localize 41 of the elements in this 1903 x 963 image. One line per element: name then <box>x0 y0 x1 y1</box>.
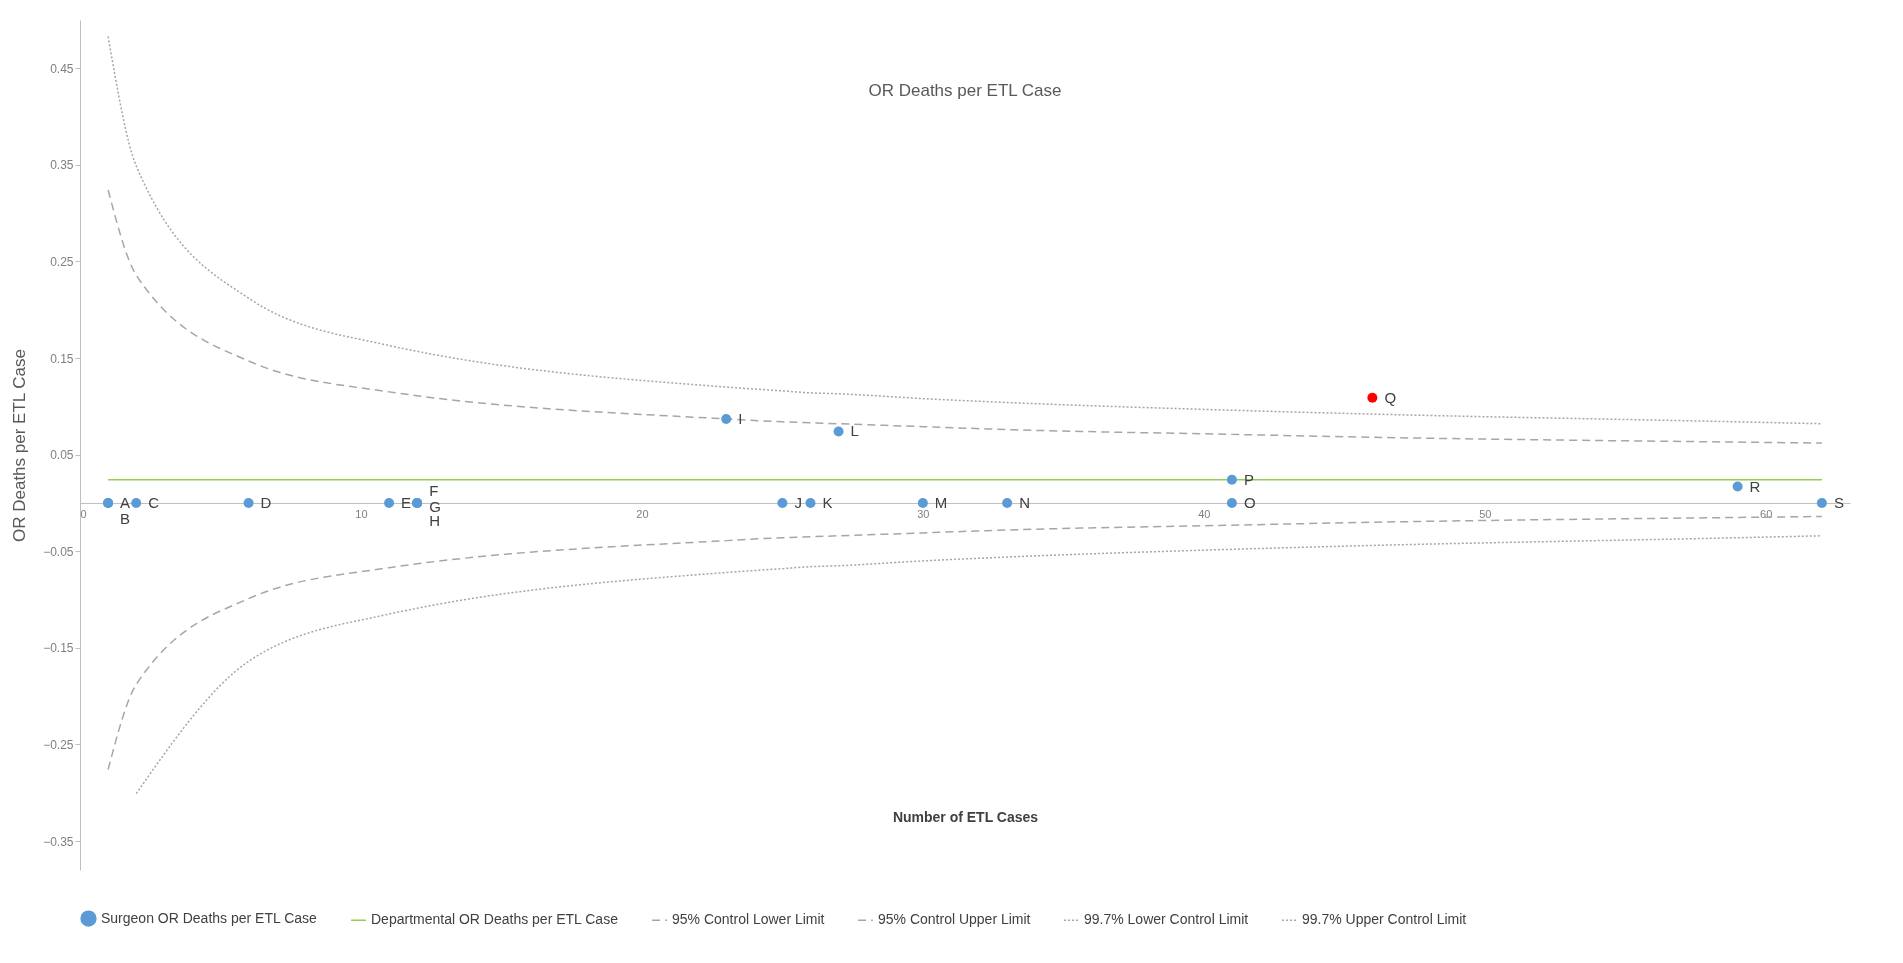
legend-label: 95% Control Lower Limit <box>672 911 825 928</box>
y-tick-label: −0.05 <box>43 544 74 559</box>
annotation: Q <box>1384 388 1397 406</box>
annotation: C <box>148 493 160 511</box>
legend-label: 99.7% Lower Control Limit <box>1084 911 1249 928</box>
annotation: S <box>1833 493 1844 511</box>
x-axis-title: Number of ETL Cases <box>892 808 1039 825</box>
text: OR Deaths per ETL Case <box>868 81 1062 100</box>
annotation: J <box>794 493 802 511</box>
y-tick-label: −0.15 <box>43 641 74 656</box>
y-tick-label: −0.25 <box>43 737 74 752</box>
x-tick-label: 0 <box>80 508 87 521</box>
x-tick-label: 40 <box>1198 508 1211 521</box>
x-tick-label: 60 <box>1760 508 1773 521</box>
annotation: L <box>850 422 859 440</box>
annotation: M <box>934 493 948 511</box>
y-tick-label: −0.35 <box>43 834 74 849</box>
x-tick-label: 20 <box>636 508 649 521</box>
annotation: B <box>120 509 131 527</box>
annotation: D <box>260 493 272 511</box>
legend-label: Surgeon OR Deaths per ETL Case <box>101 909 318 926</box>
annotation: O <box>1243 493 1256 511</box>
y-tick-label: 0.45 <box>50 61 74 76</box>
y-tick-label: 0.05 <box>50 448 74 463</box>
y-tick-label: 0.25 <box>50 254 74 269</box>
annotation: I <box>738 409 743 427</box>
annotation: A <box>120 493 131 511</box>
y-axis-title: OR Deaths per ETL Case <box>10 348 30 543</box>
x-tick-label: 30 <box>917 508 930 521</box>
annotation: R <box>1749 477 1761 495</box>
x-tick-label: 50 <box>1479 508 1492 521</box>
annotation: N <box>1019 493 1030 511</box>
x-tick-label: 10 <box>355 508 368 521</box>
legend-label: 95% Control Upper Limit <box>878 911 1031 928</box>
annotation: E <box>401 493 412 511</box>
legend-label: 99.7% Upper Control Limit <box>1302 911 1467 928</box>
annotation: F <box>429 481 439 499</box>
y-tick-label: 0.15 <box>50 351 74 366</box>
annotation: K <box>822 493 833 511</box>
y-tick-label: 0.35 <box>50 158 74 173</box>
legend-label: Departmental OR Deaths per ETL Case <box>371 911 619 928</box>
